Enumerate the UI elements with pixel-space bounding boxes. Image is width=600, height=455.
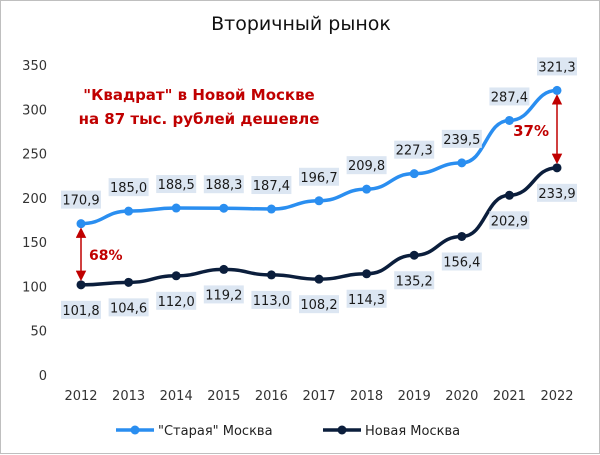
data-point bbox=[457, 231, 467, 241]
series-line bbox=[80, 166, 558, 287]
data-label: 104,6 bbox=[110, 301, 147, 316]
data-label: 287,4 bbox=[491, 90, 528, 105]
data-point bbox=[171, 203, 181, 213]
data-label-box bbox=[203, 285, 244, 304]
data-point bbox=[409, 250, 419, 260]
y-tick-label: 250 bbox=[22, 148, 47, 163]
data-point bbox=[124, 277, 134, 287]
data-point bbox=[362, 184, 372, 194]
data-label: 188,5 bbox=[158, 178, 195, 193]
data-label: 108,2 bbox=[300, 298, 337, 313]
data-point bbox=[409, 169, 419, 179]
y-tick-label: 350 bbox=[22, 59, 47, 74]
data-label-box bbox=[61, 300, 101, 319]
x-tick-label: 2017 bbox=[302, 389, 335, 404]
data-point bbox=[266, 204, 276, 214]
data-label-box bbox=[203, 175, 244, 194]
data-label-box bbox=[299, 295, 339, 314]
data-label-box bbox=[156, 291, 197, 310]
data-label-box bbox=[346, 289, 387, 308]
data-label: 188,3 bbox=[205, 178, 242, 193]
y-tick-label: 100 bbox=[22, 280, 47, 295]
data-label-box bbox=[251, 176, 292, 195]
data-label: 112,0 bbox=[158, 295, 195, 310]
x-tick-label: 2016 bbox=[255, 389, 288, 404]
data-label: 135,2 bbox=[396, 274, 433, 289]
data-point bbox=[219, 264, 229, 274]
x-tick-label: 2013 bbox=[112, 389, 145, 404]
data-label-box bbox=[108, 178, 149, 197]
legend-label: Новая Москва bbox=[365, 424, 460, 439]
x-tick-label: 2020 bbox=[445, 389, 478, 404]
data-point bbox=[552, 85, 562, 95]
data-label: 202,9 bbox=[491, 214, 528, 229]
data-point bbox=[504, 115, 514, 125]
x-tick-label: 2022 bbox=[540, 389, 573, 404]
data-label-box bbox=[489, 211, 530, 230]
y-tick-label: 300 bbox=[22, 103, 47, 118]
x-tick-label: 2014 bbox=[160, 389, 193, 404]
data-label: 119,2 bbox=[205, 288, 242, 303]
data-label: 170,9 bbox=[62, 194, 99, 209]
data-point bbox=[314, 274, 324, 284]
headline-line-2: на 87 тыс. рублей дешевле bbox=[79, 110, 320, 128]
data-label: 113,0 bbox=[253, 294, 290, 309]
data-label: 114,3 bbox=[348, 293, 385, 308]
data-point bbox=[76, 280, 86, 290]
data-label: 187,4 bbox=[253, 179, 290, 194]
data-label-box bbox=[156, 175, 197, 194]
data-label-box bbox=[394, 140, 435, 159]
data-label-box bbox=[441, 129, 482, 148]
data-label-box bbox=[61, 190, 101, 209]
legend-label: "Старая" Москва bbox=[158, 424, 273, 439]
data-label: 196,7 bbox=[300, 171, 337, 186]
headline-line-1: "Квадрат" в Новой Москве bbox=[83, 86, 314, 104]
data-label: 321,3 bbox=[538, 60, 575, 75]
gap-label-2022: 37% bbox=[513, 122, 549, 140]
legend-marker bbox=[337, 425, 347, 435]
data-label: 233,9 bbox=[538, 187, 575, 202]
data-label: 156,4 bbox=[443, 255, 480, 270]
data-point bbox=[124, 206, 134, 216]
data-label: 239,5 bbox=[443, 133, 480, 148]
data-label-box bbox=[108, 298, 149, 317]
data-label-box bbox=[299, 167, 339, 186]
data-label: 185,0 bbox=[110, 181, 147, 196]
data-point bbox=[504, 190, 514, 200]
data-label-box bbox=[489, 87, 530, 106]
y-tick-label: 200 bbox=[22, 192, 47, 207]
data-point bbox=[552, 163, 562, 173]
data-label-box bbox=[537, 57, 577, 76]
data-point bbox=[362, 269, 372, 279]
data-label: 209,8 bbox=[348, 159, 385, 174]
x-tick-label: 2012 bbox=[64, 389, 97, 404]
data-label-box bbox=[346, 156, 387, 175]
data-label: 227,3 bbox=[396, 144, 433, 159]
data-label-box bbox=[394, 271, 435, 290]
data-label-box bbox=[251, 290, 292, 309]
data-point bbox=[219, 203, 229, 213]
x-tick-label: 2015 bbox=[207, 389, 240, 404]
data-point bbox=[266, 270, 276, 280]
y-tick-label: 150 bbox=[22, 236, 47, 251]
x-tick-label: 2018 bbox=[350, 389, 383, 404]
x-tick-label: 2019 bbox=[398, 389, 431, 404]
data-point bbox=[171, 271, 181, 281]
data-label-box bbox=[441, 252, 482, 271]
data-point bbox=[76, 219, 86, 229]
y-tick-label: 0 bbox=[39, 369, 47, 384]
data-point bbox=[457, 158, 467, 168]
y-tick-label: 50 bbox=[30, 325, 47, 340]
legend-marker bbox=[130, 425, 140, 435]
x-tick-label: 2021 bbox=[493, 389, 526, 404]
data-point bbox=[314, 196, 324, 206]
data-label-box bbox=[537, 183, 577, 202]
gap-label-2012: 68% bbox=[89, 248, 123, 264]
data-label: 101,8 bbox=[62, 304, 99, 319]
chart-title: Вторичный рынок bbox=[211, 13, 391, 35]
